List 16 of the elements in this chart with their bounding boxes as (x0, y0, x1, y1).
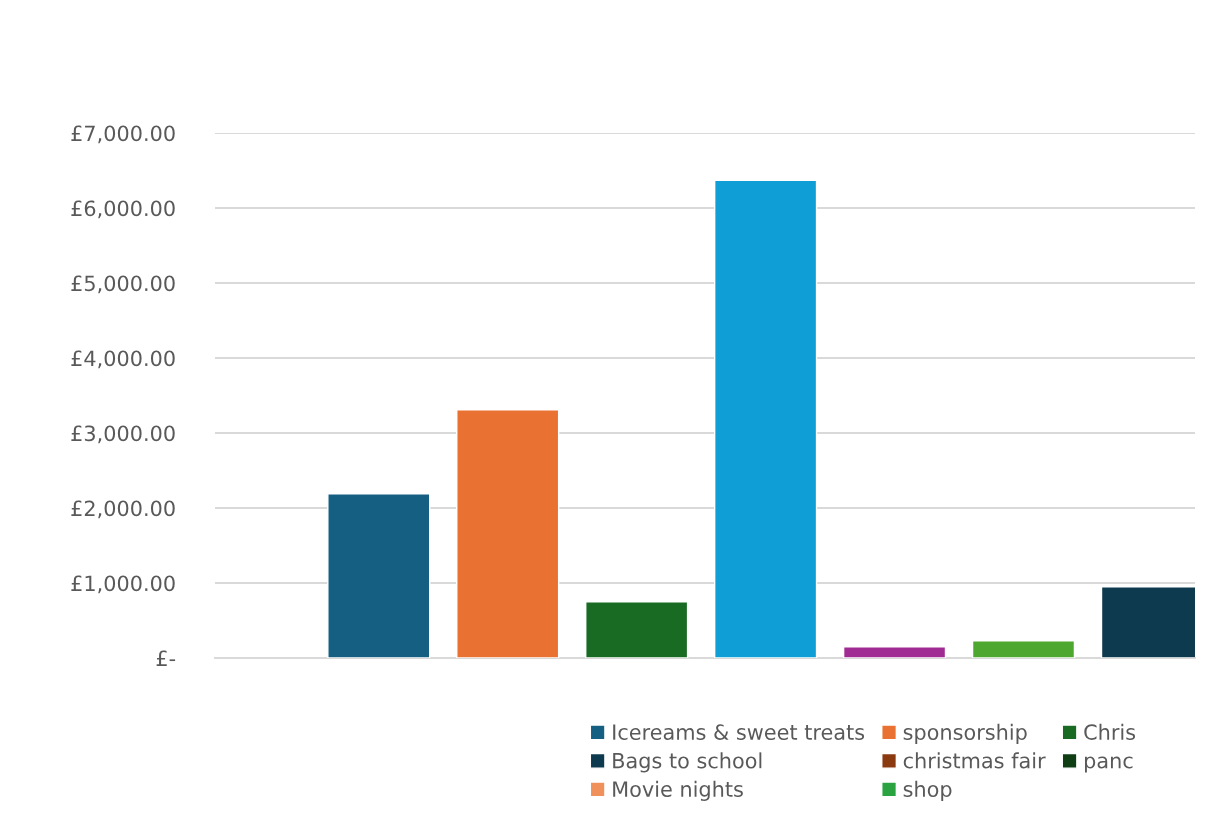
legend-label: Movie nights (613, 780, 743, 802)
y-tick-label: £2,000.00 (71, 500, 175, 519)
legend-label: sponsorship (903, 723, 1027, 745)
y-tick-label: £7,000.00 (71, 125, 175, 144)
y-tick-label: £5,000.00 (71, 275, 175, 294)
y-tick-label: £6,000.00 (71, 200, 175, 219)
legend-label: Bags to school (613, 752, 762, 773)
y-tick-label: £4,000.00 (71, 350, 175, 369)
legend-label: panc (1085, 756, 1133, 773)
y-tick-label: £3,000.00 (71, 425, 175, 444)
legend-label: Chris (1084, 723, 1136, 740)
legend-label: christmas fair (903, 752, 1046, 769)
legend-label: Icereams & sweet treats (613, 724, 865, 740)
legend-label: shop (903, 780, 952, 802)
y-tick-label: £1,000.00 (71, 575, 175, 594)
y-tick-label: £- (156, 650, 176, 666)
